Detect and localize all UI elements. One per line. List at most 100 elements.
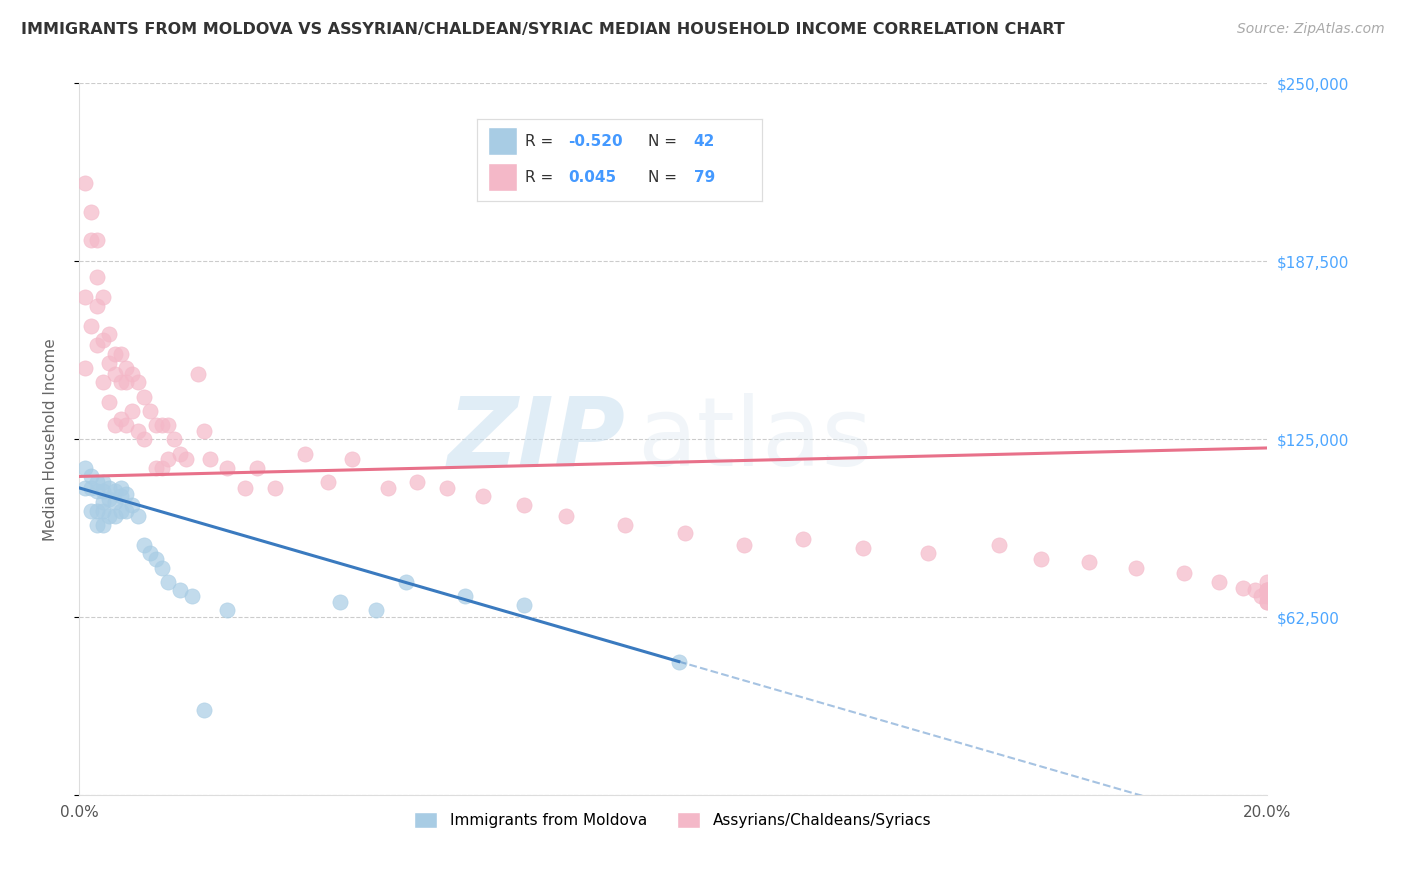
Point xyxy=(86,517,108,532)
Point xyxy=(733,538,755,552)
Point xyxy=(86,483,108,498)
Point xyxy=(80,469,103,483)
Point xyxy=(91,333,114,347)
Point xyxy=(110,412,132,426)
Point xyxy=(110,481,132,495)
Point xyxy=(174,452,197,467)
Point xyxy=(1256,583,1278,598)
Point xyxy=(1256,574,1278,589)
Point xyxy=(103,418,125,433)
Point xyxy=(157,418,180,433)
Point xyxy=(134,538,156,552)
Point xyxy=(115,361,138,376)
Point xyxy=(193,703,215,717)
Point xyxy=(436,481,458,495)
Text: Source: ZipAtlas.com: Source: ZipAtlas.com xyxy=(1237,22,1385,37)
Point xyxy=(294,447,316,461)
Point xyxy=(150,461,173,475)
Point xyxy=(80,503,103,517)
Point xyxy=(103,367,125,381)
Point xyxy=(73,290,96,304)
Point xyxy=(121,498,143,512)
Point xyxy=(1256,595,1278,609)
Point xyxy=(1243,583,1265,598)
Point xyxy=(91,495,114,509)
Point xyxy=(73,461,96,475)
Point xyxy=(246,461,269,475)
Text: ZIP: ZIP xyxy=(447,392,626,486)
Point xyxy=(80,318,103,333)
Point xyxy=(134,390,156,404)
Point xyxy=(454,589,477,603)
Point xyxy=(86,233,108,247)
Point xyxy=(121,404,143,418)
Point xyxy=(73,361,96,376)
Point xyxy=(110,503,132,517)
Point xyxy=(217,603,239,617)
Point xyxy=(103,509,125,524)
Point xyxy=(169,583,191,598)
Point xyxy=(555,509,578,524)
Point xyxy=(1077,555,1099,569)
Point xyxy=(1250,589,1272,603)
Point xyxy=(91,483,114,498)
Point xyxy=(198,452,221,467)
Point xyxy=(406,475,429,490)
Point xyxy=(668,655,690,669)
Point xyxy=(80,233,103,247)
Point xyxy=(86,338,108,352)
Point xyxy=(1029,552,1052,566)
Text: IMMIGRANTS FROM MOLDOVA VS ASSYRIAN/CHALDEAN/SYRIAC MEDIAN HOUSEHOLD INCOME CORR: IMMIGRANTS FROM MOLDOVA VS ASSYRIAN/CHAL… xyxy=(21,22,1064,37)
Point xyxy=(513,498,536,512)
Point xyxy=(103,483,125,498)
Point xyxy=(1125,560,1147,574)
Point xyxy=(115,418,138,433)
Point xyxy=(97,355,120,369)
Point xyxy=(233,481,256,495)
Point xyxy=(193,424,215,438)
Point xyxy=(121,367,143,381)
Point xyxy=(73,481,96,495)
Point xyxy=(792,532,814,546)
Point xyxy=(988,538,1011,552)
Legend: Immigrants from Moldova, Assyrians/Chaldeans/Syriacs: Immigrants from Moldova, Assyrians/Chald… xyxy=(408,805,938,834)
Y-axis label: Median Household Income: Median Household Income xyxy=(44,338,58,541)
Point xyxy=(86,503,108,517)
Point xyxy=(1256,589,1278,603)
Point xyxy=(80,481,103,495)
Point xyxy=(91,290,114,304)
Point xyxy=(329,595,352,609)
Point xyxy=(145,461,167,475)
Point xyxy=(1256,583,1278,598)
Point xyxy=(115,503,138,517)
Point xyxy=(1256,595,1278,609)
Point xyxy=(673,526,696,541)
Point xyxy=(340,452,363,467)
Point xyxy=(110,376,132,390)
Point xyxy=(86,299,108,313)
Point xyxy=(157,452,180,467)
Point xyxy=(139,404,162,418)
Point xyxy=(187,367,209,381)
Point xyxy=(157,574,180,589)
Point xyxy=(1256,583,1278,598)
Point xyxy=(139,546,162,560)
Point xyxy=(86,270,108,285)
Point xyxy=(917,546,939,560)
Point xyxy=(150,560,173,574)
Point xyxy=(145,418,167,433)
Point xyxy=(73,176,96,190)
Point xyxy=(91,503,114,517)
Point xyxy=(127,376,149,390)
Point xyxy=(97,326,120,341)
Point xyxy=(91,376,114,390)
Point xyxy=(1208,574,1230,589)
Point xyxy=(180,589,202,603)
Point xyxy=(471,489,494,503)
Point xyxy=(127,424,149,438)
Point xyxy=(97,492,120,507)
Point xyxy=(134,433,156,447)
Point xyxy=(91,517,114,532)
Point xyxy=(80,204,103,219)
Text: atlas: atlas xyxy=(637,392,872,486)
